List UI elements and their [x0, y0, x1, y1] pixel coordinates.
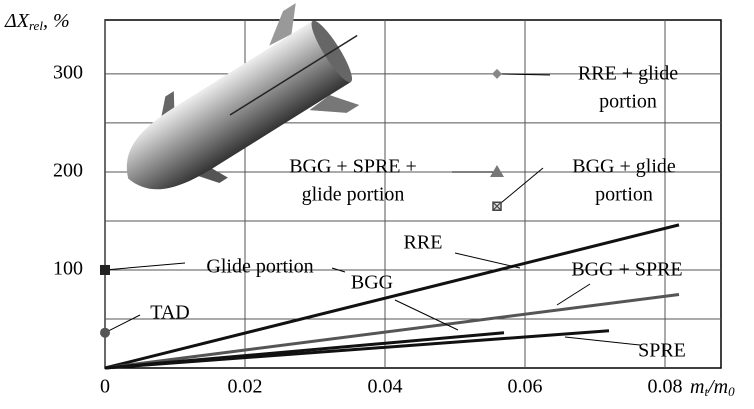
- point-marker: [100, 327, 110, 338]
- x-axis-label-part: t: [704, 384, 708, 399]
- y-tick-label: 200: [53, 160, 83, 182]
- series-label: SPRE: [638, 340, 686, 362]
- x-axis-label-part: m: [690, 376, 704, 398]
- series-label: BGG: [351, 272, 393, 294]
- y-axis-label-part: , %: [43, 10, 70, 32]
- point-label: BGG + SPRE +: [289, 156, 417, 178]
- point-label: portion: [599, 91, 657, 113]
- x-tick-label: 0: [100, 376, 110, 398]
- point-label: TAD: [150, 302, 190, 324]
- leader-line: [496, 73, 551, 76]
- leader-line: [556, 283, 591, 306]
- x-axis-label-part: /m: [707, 376, 728, 398]
- point-marker-cross: [492, 201, 502, 211]
- leader-line: [496, 167, 544, 207]
- y-tick-label: 300: [53, 62, 83, 84]
- y-axis-label: ΔXrel, %: [4, 10, 70, 33]
- y-axis-label-part: rel: [29, 18, 43, 33]
- leader-line: [454, 252, 521, 269]
- point-label: glide portion: [302, 184, 405, 206]
- point-label: BGG + glide: [572, 156, 676, 178]
- point-marker: [100, 264, 110, 275]
- leader-line: [331, 267, 346, 273]
- rocket-illustration: [126, 3, 360, 190]
- series-line: [104, 329, 610, 370]
- point-label: Glide portion: [206, 256, 313, 278]
- point-label: RRE + glide: [578, 63, 678, 85]
- leader-line: [564, 336, 641, 346]
- point-label: portion: [595, 184, 653, 206]
- leader-line: [104, 262, 186, 271]
- series-label: BGG + SPRE: [571, 259, 682, 281]
- series-line: [104, 292, 680, 370]
- point-marker: [492, 68, 502, 79]
- leader-line: [104, 314, 141, 334]
- x-tick-label: 0.04: [368, 376, 403, 398]
- series-line: [104, 223, 680, 370]
- x-tick-label: 0.02: [228, 376, 263, 398]
- x-axis-label: mt/m0: [690, 376, 735, 399]
- x-tick-label: 0.06: [508, 376, 543, 398]
- point-marker: [490, 164, 504, 177]
- x-axis-label-part: 0: [728, 384, 735, 399]
- series-label: RRE: [404, 232, 443, 254]
- leader-line: [394, 299, 459, 331]
- y-axis-label-part: ΔX: [4, 10, 30, 32]
- x-tick-label: 0.08: [648, 376, 683, 398]
- y-tick-label: 100: [53, 258, 83, 280]
